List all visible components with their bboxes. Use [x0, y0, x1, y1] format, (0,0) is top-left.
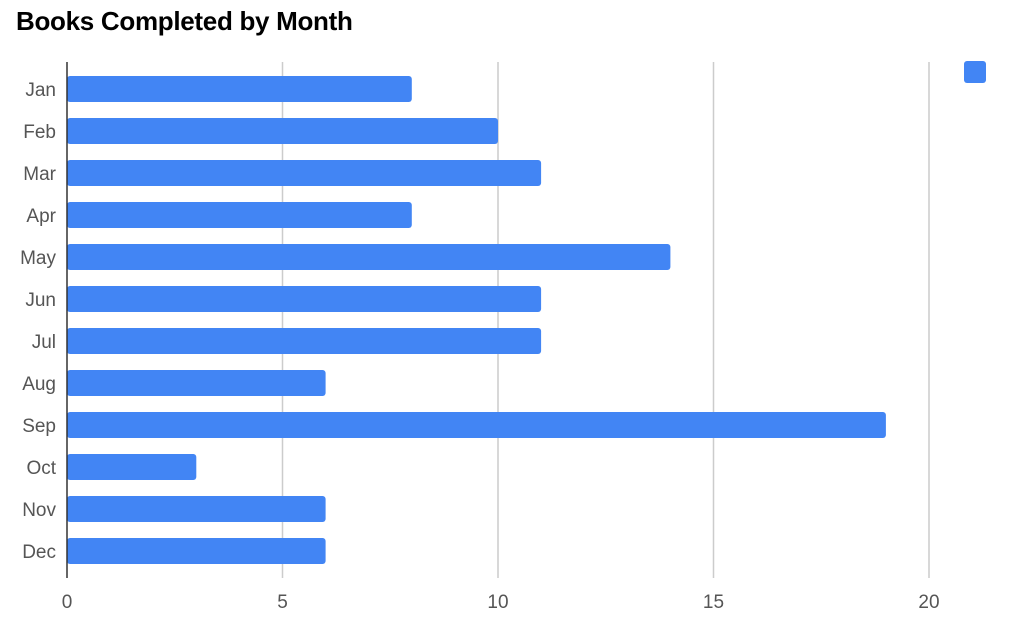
category-label: Mar	[23, 164, 56, 185]
chart-title: Books Completed by Month	[16, 6, 353, 36]
category-label: May	[20, 248, 56, 269]
bar-jun	[67, 286, 542, 312]
category-label: Oct	[26, 458, 56, 479]
bar-aug	[67, 370, 326, 396]
x-tick-label: 0	[62, 592, 73, 613]
category-label: Apr	[26, 206, 56, 227]
bar-mar	[67, 160, 542, 186]
bar-apr	[67, 202, 412, 228]
category-label: Jan	[25, 80, 56, 101]
bar-nov	[67, 496, 326, 522]
bar-may	[67, 244, 671, 270]
category-label: Aug	[22, 374, 56, 395]
x-tick-label: 20	[918, 592, 939, 613]
category-label: Sep	[22, 416, 56, 437]
category-label: Nov	[22, 500, 56, 521]
x-tick-label: 5	[277, 592, 288, 613]
category-label: Dec	[22, 542, 56, 563]
bar-oct	[67, 454, 197, 480]
category-label: Jun	[25, 290, 56, 311]
legend-swatch	[964, 61, 986, 83]
x-tick-label: 10	[487, 592, 508, 613]
bar-feb	[67, 118, 498, 144]
bar-dec	[67, 538, 326, 564]
bar-jan	[67, 76, 412, 102]
bar-sep	[67, 412, 886, 438]
x-tick-label: 15	[703, 592, 724, 613]
category-label: Jul	[32, 332, 56, 353]
category-label: Feb	[23, 122, 56, 143]
bar-jul	[67, 328, 542, 354]
